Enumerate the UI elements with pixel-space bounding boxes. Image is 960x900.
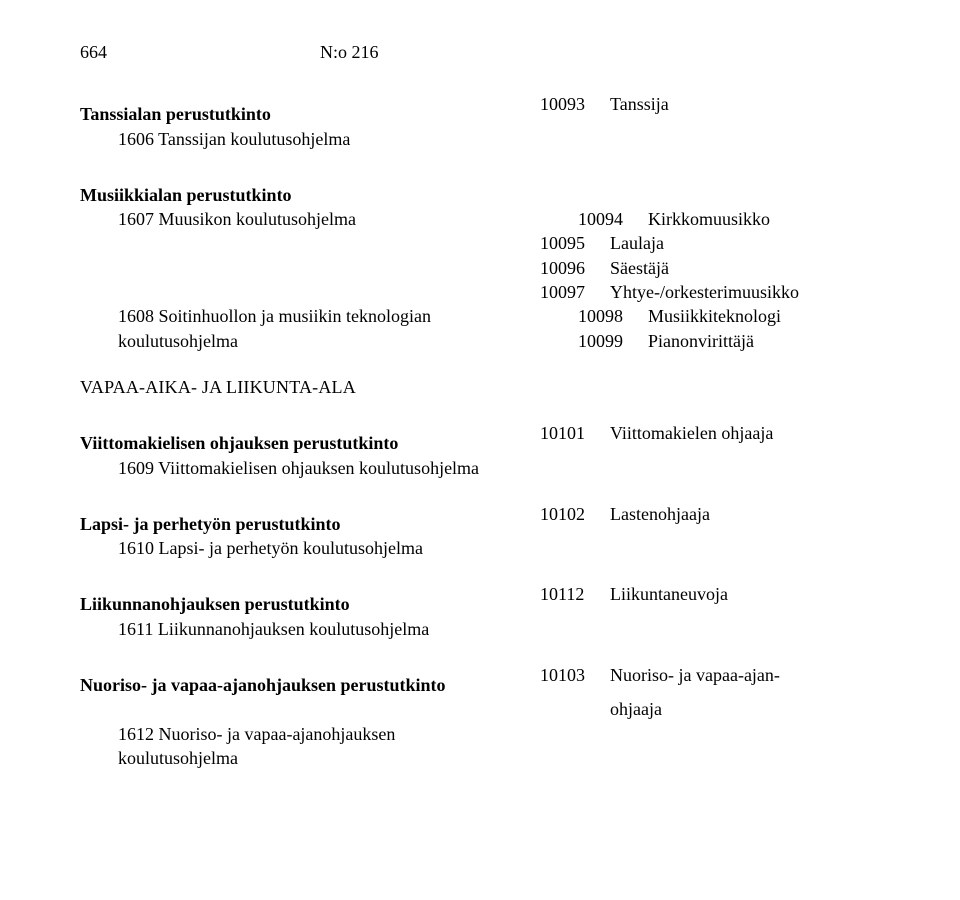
musiikki-code-5: 10099 bbox=[578, 329, 648, 353]
row-lapsi-sub: 1610 Lapsi- ja perhetyön koulutusohjelma bbox=[80, 536, 880, 560]
row-musiikki-r2: 10096 Säestäjä bbox=[80, 256, 880, 280]
tanssiala-sub1: 1606 Tanssijan koulutusohjelma bbox=[80, 127, 578, 151]
row-tanssiala-title: Tanssialan perustutkinto 10093 Tanssija bbox=[80, 92, 880, 126]
row-viittoma-title: Viittomakielisen ohjauksen perustutkinto… bbox=[80, 421, 880, 455]
row-musiikki-sub1: 1607 Muusikon koulutusohjelma 10094 Kirk… bbox=[80, 207, 880, 231]
musiikki-label-1: Laulaja bbox=[610, 231, 880, 255]
row-liikunta-title: Liikunnanohjauksen perustutkinto 10112 L… bbox=[80, 582, 880, 616]
liikunta-title: Liikunnanohjauksen perustutkinto bbox=[80, 592, 540, 616]
nuoriso-sub1b: koulutusohjelma bbox=[80, 746, 578, 770]
row-musiikki-sub2a: 1608 Soitinhuollon ja musiikin teknologi… bbox=[80, 304, 880, 328]
section-tanssiala: Tanssialan perustutkinto 10093 Tanssija … bbox=[80, 92, 880, 151]
document-page: 664 N:o 216 Tanssialan perustutkinto 100… bbox=[0, 0, 960, 832]
musiikki-label-3: Yhtye-/orkesterimuusikko bbox=[610, 280, 880, 304]
musiikki-sub1: 1607 Muusikon koulutusohjelma bbox=[80, 207, 578, 231]
tanssiala-code: 10093 bbox=[540, 92, 610, 116]
row-lapsi-title: Lapsi- ja perhetyön perustutkinto 10102 … bbox=[80, 502, 880, 536]
row-musiikki-r1: 10095 Laulaja bbox=[80, 231, 880, 255]
musiikki-code-0: 10094 bbox=[578, 207, 648, 231]
section-lapsi: Lapsi- ja perhetyön perustutkinto 10102 … bbox=[80, 502, 880, 561]
musiikki-label-2: Säestäjä bbox=[610, 256, 880, 280]
tanssiala-label: Tanssija bbox=[610, 92, 880, 116]
musiikki-label-0: Kirkkomuusikko bbox=[648, 207, 880, 231]
section-nuoriso: Nuoriso- ja vapaa-ajanohjauksen perustut… bbox=[80, 663, 880, 770]
nuoriso-sub1a: 1612 Nuoriso- ja vapaa-ajanohjauksen bbox=[80, 722, 578, 746]
musiikki-label-5: Pianonvirittäjä bbox=[648, 329, 880, 353]
row-nuoriso-labelb: ohjaaja bbox=[80, 697, 880, 721]
page-number: 664 bbox=[80, 40, 320, 64]
musiikki-code-2: 10096 bbox=[540, 256, 610, 280]
lapsi-sub1: 1610 Lapsi- ja perhetyön koulutusohjelma bbox=[80, 536, 578, 560]
musiikki-code-1: 10095 bbox=[540, 231, 610, 255]
nuoriso-label-a: Nuoriso- ja vapaa-ajan- bbox=[610, 663, 880, 687]
tanssiala-title: Tanssialan perustutkinto bbox=[80, 102, 540, 126]
musiikki-title: Musiikkialan perustutkinto bbox=[80, 183, 540, 207]
section-vapaa-heading: VAPAA-AIKA- JA LIIKUNTA-ALA bbox=[80, 375, 880, 399]
liikunta-sub1: 1611 Liikunnanohjauksen koulutusohjelma bbox=[80, 617, 578, 641]
row-viittoma-sub: 1609 Viittomakielisen ohjauksen koulutus… bbox=[80, 456, 880, 480]
document-number: N:o 216 bbox=[320, 40, 379, 64]
musiikki-label-4: Musiikkiteknologi bbox=[648, 304, 880, 328]
viittoma-code: 10101 bbox=[540, 421, 610, 445]
page-header: 664 N:o 216 bbox=[80, 40, 880, 64]
nuoriso-label-b: ohjaaja bbox=[610, 697, 880, 721]
vapaa-heading: VAPAA-AIKA- JA LIIKUNTA-ALA bbox=[80, 375, 880, 399]
section-viittoma: Viittomakielisen ohjauksen perustutkinto… bbox=[80, 421, 880, 480]
nuoriso-title: Nuoriso- ja vapaa-ajanohjauksen perustut… bbox=[80, 673, 540, 697]
row-musiikki-r3: 10097 Yhtye-/orkesterimuusikko bbox=[80, 280, 880, 304]
lapsi-label: Lastenohjaaja bbox=[610, 502, 880, 526]
musiikki-sub2b: koulutusohjelma bbox=[80, 329, 578, 353]
liikunta-code: 10112 bbox=[540, 582, 610, 606]
row-tanssiala-sub: 1606 Tanssijan koulutusohjelma bbox=[80, 127, 880, 151]
lapsi-code: 10102 bbox=[540, 502, 610, 526]
liikunta-label: Liikuntaneuvoja bbox=[610, 582, 880, 606]
viittoma-label: Viittomakielen ohjaaja bbox=[610, 421, 880, 445]
musiikki-code-4: 10098 bbox=[578, 304, 648, 328]
musiikki-sub2a: 1608 Soitinhuollon ja musiikin teknologi… bbox=[80, 304, 578, 328]
row-musiikki-title: Musiikkialan perustutkinto bbox=[80, 173, 880, 207]
lapsi-title: Lapsi- ja perhetyön perustutkinto bbox=[80, 512, 540, 536]
row-nuoriso-suba: 1612 Nuoriso- ja vapaa-ajanohjauksen bbox=[80, 722, 880, 746]
row-musiikki-sub2b: koulutusohjelma 10099 Pianonvirittäjä bbox=[80, 329, 880, 353]
row-nuoriso-subb: koulutusohjelma bbox=[80, 746, 880, 770]
nuoriso-code: 10103 bbox=[540, 663, 610, 687]
viittoma-sub1: 1609 Viittomakielisen ohjauksen koulutus… bbox=[80, 456, 578, 480]
row-liikunta-sub: 1611 Liikunnanohjauksen koulutusohjelma bbox=[80, 617, 880, 641]
viittoma-title: Viittomakielisen ohjauksen perustutkinto bbox=[80, 431, 540, 455]
section-musiikkiala: Musiikkialan perustutkinto 1607 Muusikon… bbox=[80, 173, 880, 353]
musiikki-code-3: 10097 bbox=[540, 280, 610, 304]
row-nuoriso-title: Nuoriso- ja vapaa-ajanohjauksen perustut… bbox=[80, 663, 880, 697]
section-liikunta: Liikunnanohjauksen perustutkinto 10112 L… bbox=[80, 582, 880, 641]
